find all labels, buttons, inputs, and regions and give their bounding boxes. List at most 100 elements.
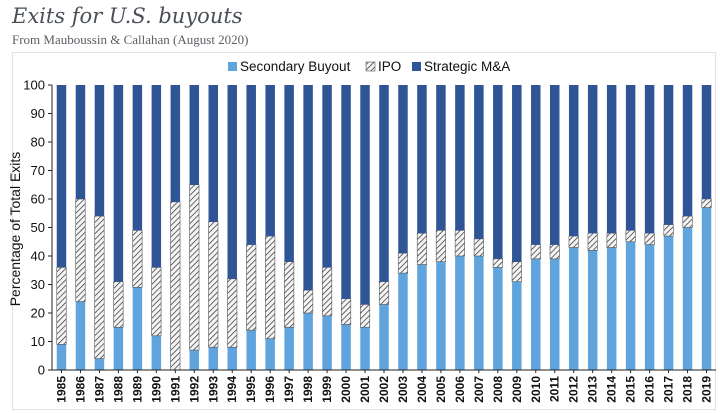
- y-tick-label: 50: [31, 220, 45, 235]
- chart-subtitle: From Mauboussin & Callahan (August 2020): [12, 32, 249, 47]
- ipo-bar: [227, 278, 238, 348]
- ipo-bar: [701, 198, 712, 208]
- secondary-buyout-bar: [625, 241, 636, 370]
- strategic-ma-bar: [94, 85, 105, 217]
- strategic-ma-bar: [341, 85, 351, 299]
- strategic-ma-bar: [474, 85, 484, 239]
- legend-label: IPO: [378, 59, 401, 74]
- strategic-ma-bar: [208, 85, 218, 222]
- strategic-ma-bar: [493, 85, 503, 259]
- secondary-buyout-bar: [531, 258, 541, 370]
- x-tick-label: 2009: [510, 376, 524, 403]
- y-tick-label: 80: [31, 135, 45, 150]
- strategic-ma-bar: [360, 85, 370, 305]
- x-tick-label: 2016: [643, 376, 657, 403]
- y-axis-label: Percentage of Total Exits: [7, 152, 23, 307]
- legend-swatch: [412, 62, 421, 71]
- legend-swatch: [228, 62, 237, 71]
- secondary-buyout-bar: [132, 287, 143, 370]
- secondary-buyout-bar: [512, 281, 522, 370]
- x-tick-label: 1999: [320, 376, 334, 403]
- x-tick-label: 2013: [586, 376, 600, 403]
- ipo-bar: [56, 267, 67, 345]
- x-tick-label: 2012: [567, 376, 581, 403]
- ipo-bar: [303, 289, 314, 314]
- strategic-ma-bar: [322, 85, 332, 268]
- secondary-buyout-bar: [113, 327, 124, 370]
- y-tick-label: 10: [31, 334, 45, 349]
- secondary-buyout-bar: [94, 358, 105, 370]
- strategic-ma-bar: [701, 85, 712, 199]
- x-tick-label: 1998: [301, 376, 315, 403]
- x-tick-label: 2018: [681, 376, 695, 403]
- strategic-ma-bar: [644, 85, 655, 234]
- y-tick-label: 0: [38, 363, 45, 378]
- secondary-buyout-bar: [265, 338, 275, 370]
- secondary-buyout-bar: [701, 207, 712, 370]
- strategic-ma-bar: [265, 85, 275, 237]
- strategic-ma-bar: [587, 85, 598, 234]
- ipo-bar: [378, 281, 390, 305]
- y-tick-label: 20: [31, 306, 45, 321]
- ipo-bar: [322, 267, 333, 317]
- strategic-ma-bar: [227, 85, 237, 279]
- strategic-ma-bar: [284, 85, 294, 262]
- ipo-bar: [189, 184, 200, 351]
- strategic-ma-bar: [550, 85, 560, 245]
- ipo-bar: [644, 232, 655, 245]
- secondary-buyout-bar: [436, 261, 446, 370]
- ipo-bar: [663, 224, 674, 237]
- x-tick-label: 2001: [358, 376, 372, 403]
- strategic-ma-bar: [75, 85, 86, 199]
- secondary-buyout-bar: [398, 273, 408, 370]
- ipo-bar: [208, 221, 219, 348]
- ipo-bar: [265, 235, 276, 339]
- ipo-bar: [530, 244, 541, 260]
- secondary-buyout-bar: [360, 327, 370, 370]
- x-tick-label: 1985: [54, 376, 68, 403]
- secondary-buyout-bar: [455, 256, 465, 370]
- y-tick-label: 30: [31, 277, 45, 292]
- x-tick-label: 2006: [453, 376, 467, 403]
- ipo-bar: [75, 198, 86, 302]
- ipo-bar: [549, 244, 560, 260]
- ipo-bar: [454, 230, 465, 257]
- x-tick-label: 2017: [662, 376, 676, 403]
- strategic-ma-bar: [606, 85, 617, 234]
- x-tick-label: 2019: [700, 376, 714, 403]
- chart-title: Exits for U.S. buyouts: [12, 4, 243, 28]
- ipo-bar: [397, 252, 409, 274]
- ipo-bar: [492, 258, 503, 268]
- x-tick-label: 1995: [244, 376, 258, 403]
- ipo-bar: [606, 232, 617, 248]
- x-tick-label: 2000: [339, 376, 353, 403]
- strategic-ma-bar: [531, 85, 541, 245]
- secondary-buyout-bar: [644, 244, 655, 370]
- ipo-bar: [284, 261, 295, 328]
- secondary-buyout-bar: [151, 335, 162, 370]
- x-tick-label: 1993: [206, 376, 220, 403]
- secondary-buyout-bar: [417, 264, 427, 370]
- strategic-ma-bar: [303, 85, 313, 291]
- x-tick-label: 2004: [415, 376, 429, 403]
- ipo-bar: [625, 230, 636, 243]
- x-tick-label: 2015: [624, 376, 638, 403]
- ipo-bar: [511, 261, 522, 282]
- secondary-buyout-bar: [587, 250, 598, 370]
- x-tick-label: 2005: [434, 376, 448, 403]
- strategic-ma-bar: [417, 85, 427, 234]
- secondary-buyout-bar: [208, 347, 218, 370]
- strategic-ma-bar: [398, 85, 408, 254]
- y-tick-label: 100: [23, 78, 45, 93]
- x-tick-label: 2008: [491, 376, 505, 403]
- secondary-buyout-bar: [303, 313, 313, 370]
- ipo-bar: [416, 232, 427, 265]
- ipo-bar: [587, 232, 598, 251]
- secondary-buyout-bar: [606, 247, 617, 370]
- strategic-ma-bar: [625, 85, 636, 231]
- x-tick-label: 1996: [263, 376, 277, 403]
- secondary-buyout-bar: [379, 304, 389, 370]
- x-tick-label: 1989: [130, 376, 144, 403]
- y-tick-label: 90: [31, 106, 45, 121]
- x-tick-label: 1991: [168, 376, 182, 403]
